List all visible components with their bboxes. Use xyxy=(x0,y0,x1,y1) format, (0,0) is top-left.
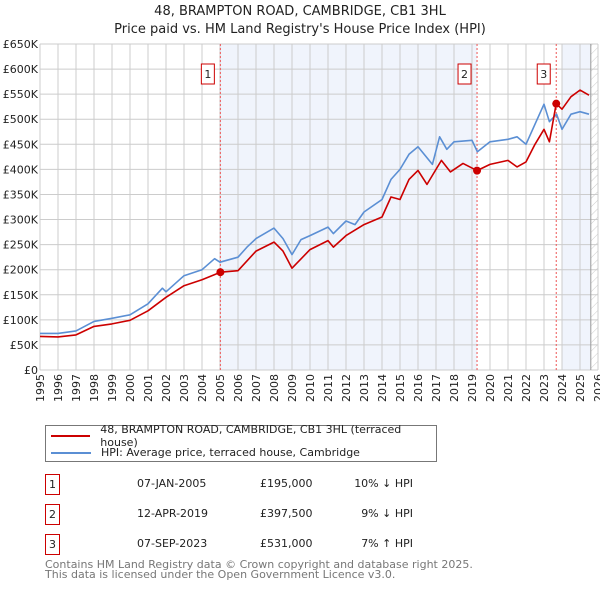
y-tick-label: £0 xyxy=(24,364,38,377)
x-tick-label: 2013 xyxy=(358,374,371,402)
legend-item-property: 48, BRAMPTON ROAD, CAMBRIDGE, CB1 3HL (t… xyxy=(51,423,436,449)
shaded-period xyxy=(562,44,591,370)
x-tick-label: 2020 xyxy=(484,374,497,402)
transaction-hpi: 7% ↑ HPI xyxy=(361,537,413,550)
transaction-number: 1 xyxy=(45,474,60,495)
transaction-hpi: 9% ↓ HPI xyxy=(361,507,413,520)
x-tick-label: 2017 xyxy=(430,374,443,402)
transaction-price: £531,000 xyxy=(260,537,313,550)
property-price-line xyxy=(39,89,590,338)
transaction-number: 3 xyxy=(45,534,60,555)
transaction-number: 2 xyxy=(45,504,60,525)
footer-line1: Contains HM Land Registry data © Crown c… xyxy=(45,558,473,571)
chart-title: 48, BRAMPTON ROAD, CAMBRIDGE, CB1 3HL Pr… xyxy=(0,3,600,39)
x-tick-label: 2026 xyxy=(592,374,600,402)
x-tick-label: 1998 xyxy=(88,374,101,402)
transaction-row: 1 07-JAN-2005 £195,000 10% ↓ HPI xyxy=(45,474,445,495)
sale-label: 2 xyxy=(461,68,468,81)
x-tick-label: 2012 xyxy=(340,374,353,402)
y-tick-label: £300K xyxy=(3,214,39,227)
transaction-price: £195,000 xyxy=(260,477,313,490)
legend-swatch-red xyxy=(51,434,91,437)
x-tick-label: 1997 xyxy=(70,374,83,402)
x-tick-label: 2023 xyxy=(538,374,551,402)
x-tick-label: 2008 xyxy=(268,374,281,402)
x-tick-label: 2010 xyxy=(304,374,317,402)
x-tick-label: 2007 xyxy=(250,374,263,402)
transaction-date: 07-JAN-2005 xyxy=(137,477,207,490)
y-tick-label: £600K xyxy=(3,63,39,76)
transaction-row: 3 07-SEP-2023 £531,000 7% ↑ HPI xyxy=(45,534,445,555)
x-tick-label: 2005 xyxy=(214,374,227,402)
y-tick-label: £350K xyxy=(3,188,39,201)
x-tick-label: 2016 xyxy=(412,374,425,402)
transaction-date: 12-APR-2019 xyxy=(137,507,209,520)
hpi-line xyxy=(40,103,590,335)
x-tick-label: 2019 xyxy=(466,374,479,402)
sale-point xyxy=(473,166,482,175)
sale-point xyxy=(216,268,225,277)
x-tick-label: 2011 xyxy=(322,374,335,402)
x-tick-label: 2025 xyxy=(574,374,587,402)
sale-label-box xyxy=(536,63,551,85)
x-tick-label: 2018 xyxy=(448,374,461,402)
x-tick-label: 2015 xyxy=(394,374,407,402)
subtitle: Price paid vs. HM Land Registry's House … xyxy=(114,22,486,37)
x-tick-label: 2024 xyxy=(556,374,569,402)
x-tick-label: 2001 xyxy=(142,374,155,402)
x-tick-label: 2009 xyxy=(286,374,299,402)
footer: Contains HM Land Registry data © Crown c… xyxy=(45,558,473,581)
legend-item-hpi: HPI: Average price, terraced house, Camb… xyxy=(51,444,360,461)
y-tick-label: £550K xyxy=(3,88,39,101)
price-chart: 1995 1996 1997 1998 1999 2000 2001 2002 2003 2004… xyxy=(3,38,600,402)
x-tick-label: 2000 xyxy=(124,374,137,402)
x-tick-label: 2003 xyxy=(178,374,191,402)
y-tick-label: £450K xyxy=(3,138,39,151)
y-tick-label: £400K xyxy=(3,163,39,176)
x-tick-label: 2021 xyxy=(502,374,515,402)
transaction-row: 2 12-APR-2019 £397,500 9% ↓ HPI xyxy=(45,504,445,525)
sale-label-box xyxy=(457,63,472,85)
x-tick-label: 1995 xyxy=(34,374,47,402)
legend-swatch-blue xyxy=(51,451,91,454)
footer-line2: This data is licensed under the Open Gov… xyxy=(45,568,396,581)
sale-label-box xyxy=(200,63,215,85)
transaction-date: 07-SEP-2023 xyxy=(137,537,208,550)
sale-label: 3 xyxy=(540,68,547,81)
transaction-price: £397,500 xyxy=(260,507,313,520)
x-tick-label: 2022 xyxy=(520,374,533,402)
y-tick-label: £250K xyxy=(3,239,39,252)
legend-label: HPI: Average price, terraced house, Camb… xyxy=(101,446,360,459)
title: 48, BRAMPTON ROAD, CAMBRIDGE, CB1 3HL xyxy=(154,4,446,19)
y-tick-label: £150K xyxy=(3,289,39,302)
x-tick-label: 2014 xyxy=(376,374,389,402)
y-tick-label: £200K xyxy=(3,264,39,277)
y-tick-label: £50K xyxy=(10,339,39,352)
x-tick-label: 1999 xyxy=(106,374,119,402)
x-tick-label: 1996 xyxy=(52,374,65,402)
y-tick-label: £500K xyxy=(3,113,39,126)
forecast-hatch xyxy=(590,44,598,370)
transaction-hpi: 10% ↓ HPI xyxy=(354,477,413,490)
x-tick-label: 2006 xyxy=(232,374,245,402)
legend: 48, BRAMPTON ROAD, CAMBRIDGE, CB1 3HL (t… xyxy=(45,423,437,462)
sale-point xyxy=(552,99,561,108)
y-tick-label: £650K xyxy=(3,38,39,51)
legend-label: 48, BRAMPTON ROAD, CAMBRIDGE, CB1 3HL (t… xyxy=(100,422,402,449)
sale-label: 1 xyxy=(204,68,211,81)
shaded-period xyxy=(220,44,478,370)
x-tick-label: 2004 xyxy=(196,374,209,402)
x-tick-label: 2002 xyxy=(160,374,173,402)
y-tick-label: £100K xyxy=(3,314,39,327)
